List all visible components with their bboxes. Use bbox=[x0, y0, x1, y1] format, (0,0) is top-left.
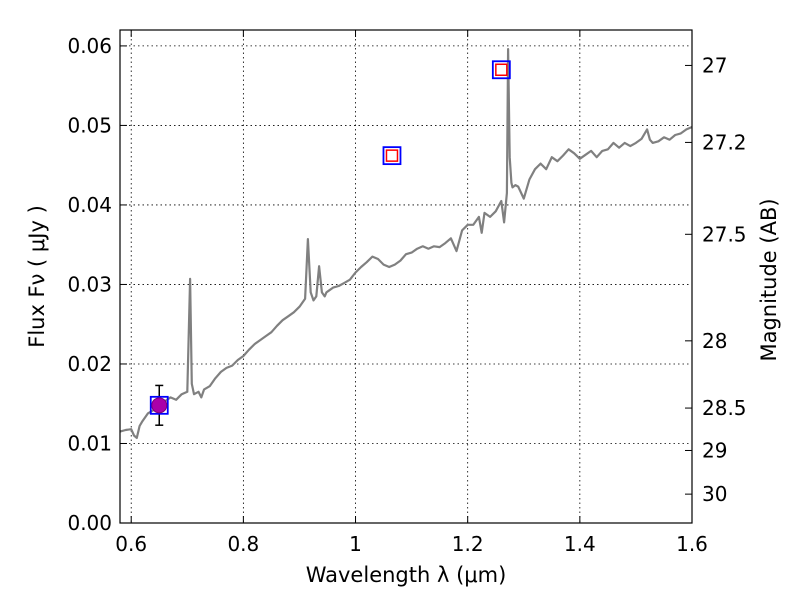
x-tick-label: 1 bbox=[349, 532, 362, 556]
photometry-points bbox=[149, 60, 511, 426]
observed-flux-marker bbox=[495, 63, 508, 77]
tick-marks bbox=[120, 30, 693, 524]
y2-tick-label: 28 bbox=[702, 329, 727, 353]
x-tick-label: 0.8 bbox=[227, 532, 259, 556]
tick-labels: 0.6 0.8 1 1.2 1.4 1.6 0.00 0.01 0.02 0.03 0.04 0.05… bbox=[67, 34, 746, 556]
y2-tick-label: 27.5 bbox=[702, 222, 747, 246]
y-tick-label: 0.06 bbox=[67, 34, 112, 58]
x-axis-title: Wavelength λ (μm) bbox=[306, 563, 507, 587]
grid-lines bbox=[120, 30, 693, 524]
y-tick-label: 0.02 bbox=[67, 352, 112, 376]
y-tick-label: 0.00 bbox=[67, 511, 112, 535]
x-tick-label: 1.6 bbox=[676, 532, 708, 556]
y2-tick-label: 28.5 bbox=[702, 396, 747, 420]
model-flux-marker bbox=[491, 60, 511, 80]
x-tick-label: 0.6 bbox=[115, 532, 147, 556]
model-flux-marker bbox=[149, 395, 169, 415]
plot-frame bbox=[119, 29, 693, 524]
y2-tick-label: 27.2 bbox=[702, 130, 747, 154]
y2-tick-label: 29 bbox=[702, 438, 727, 462]
y2-tick-label: 27 bbox=[702, 53, 727, 77]
y-tick-label: 0.05 bbox=[67, 113, 112, 137]
x-tick-label: 1.4 bbox=[564, 532, 596, 556]
y-tick-label: 0.03 bbox=[67, 272, 112, 296]
x-tick-label: 1.2 bbox=[452, 532, 484, 556]
observed-flux-marker bbox=[151, 397, 168, 414]
y2-tick-label: 30 bbox=[702, 482, 727, 506]
model-flux-marker bbox=[382, 146, 402, 166]
y2-axis-title: Magnitude (AB) bbox=[757, 198, 781, 361]
observed-flux-marker bbox=[385, 149, 399, 162]
y-tick-label: 0.01 bbox=[67, 431, 112, 455]
y-tick-label: 0.04 bbox=[67, 193, 112, 217]
spectrum-line bbox=[119, 48, 693, 439]
y-axis-title: Flux Fν ( μJy ) bbox=[25, 205, 49, 348]
